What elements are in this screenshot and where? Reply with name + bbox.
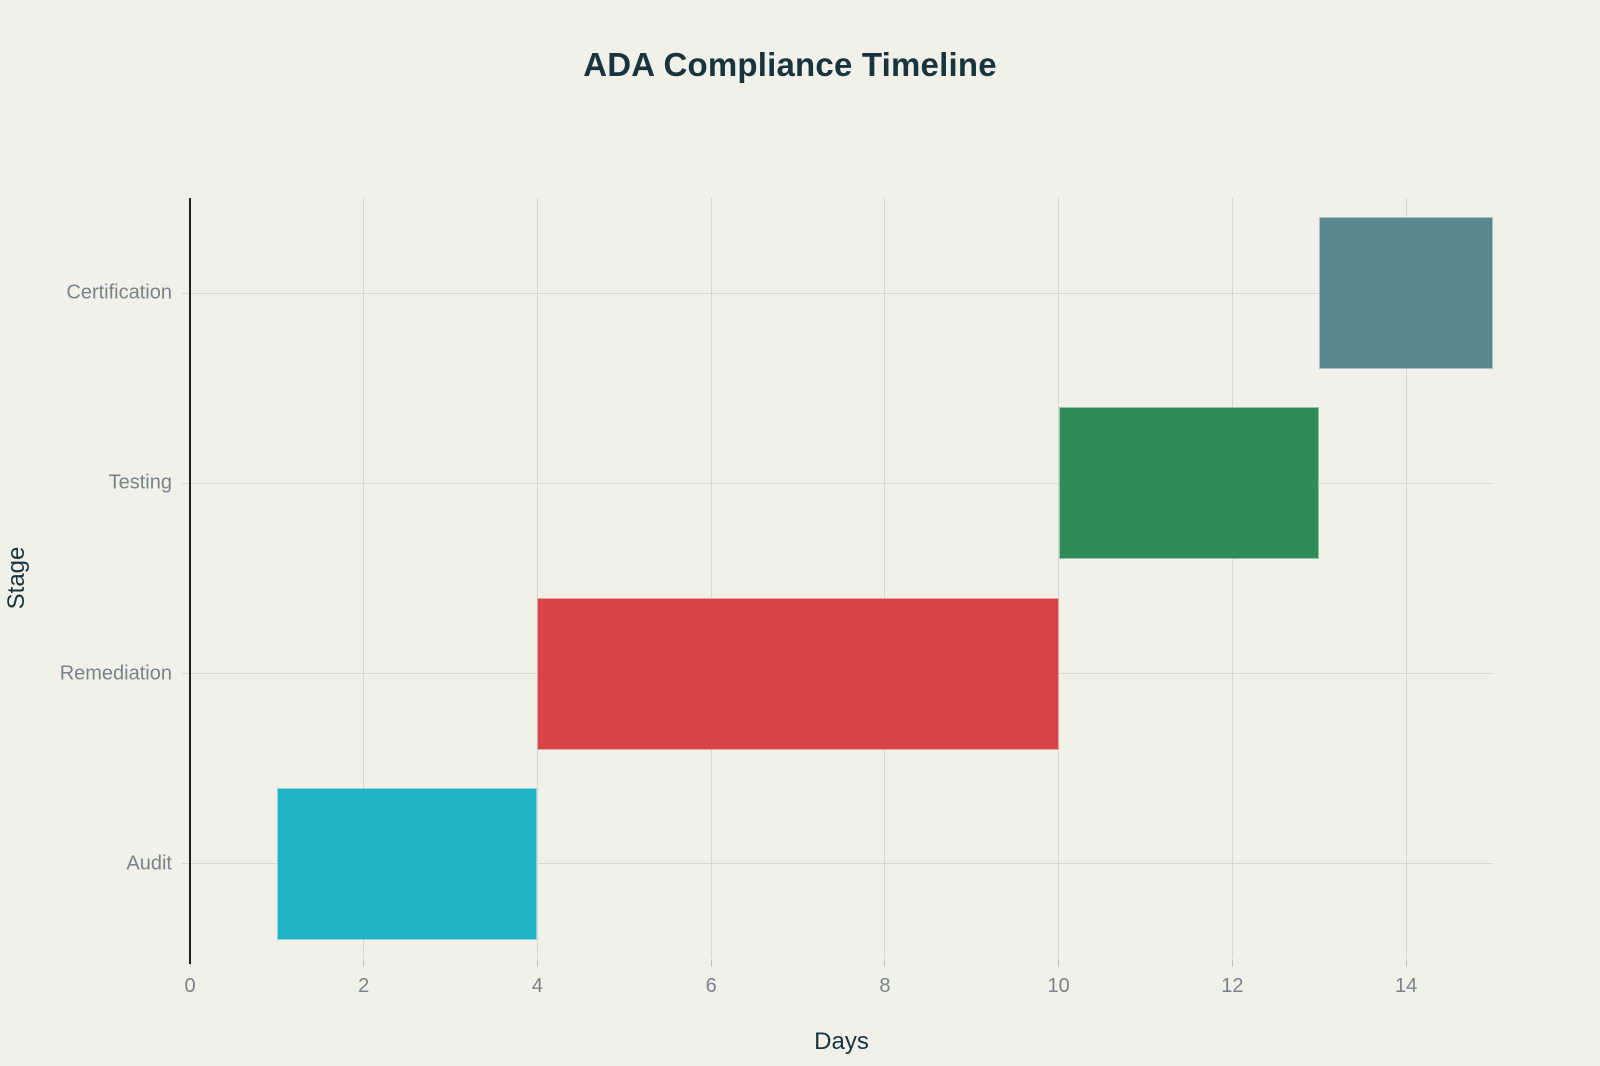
gantt-bar-testing (1058, 407, 1320, 560)
x-tick-label: 10 (1047, 975, 1070, 997)
x-tick-label: 6 (705, 975, 717, 997)
x-tick-mark (710, 960, 712, 967)
x-tick-mark (884, 960, 886, 967)
x-tick-mark (1058, 960, 1060, 967)
y-tick-label: Remediation (59, 662, 172, 685)
x-tick-label: 8 (879, 975, 891, 997)
vertical-gridline (536, 198, 538, 959)
x-axis-title: Days (814, 1028, 869, 1055)
gantt-bar-remediation (537, 597, 1059, 750)
chart-title: ADA Compliance Timeline (583, 46, 997, 83)
vertical-gridline (710, 198, 712, 959)
gantt-bar-audit (276, 787, 538, 940)
y-axis-line (189, 198, 191, 964)
vertical-gridline (363, 198, 365, 959)
y-tick-label: Testing (108, 471, 172, 494)
vertical-gridline (884, 198, 886, 959)
x-tick-mark (1231, 960, 1233, 967)
y-axis-title: Stage (3, 546, 30, 610)
plot-area: 0 2 4 6 8 10 12 14 Certification Testing Remediati… (60, 198, 1493, 997)
horizontal-gridline (182, 292, 1493, 294)
x-tick-label: 12 (1221, 975, 1244, 997)
y-tick-label: Audit (126, 852, 172, 875)
y-tick-label: Certification (66, 281, 172, 304)
x-tick-label: 0 (184, 975, 196, 997)
x-tick-label: 4 (531, 975, 544, 997)
vertical-gridline (1231, 198, 1233, 959)
x-tick-label: 2 (358, 975, 370, 997)
gantt-bar-certification (1319, 217, 1493, 370)
horizontal-gridline (182, 482, 1493, 484)
horizontal-gridline (182, 863, 1493, 865)
x-tick-mark (536, 960, 538, 967)
x-tick-mark (1405, 960, 1407, 967)
vertical-gridline (1058, 198, 1060, 959)
x-tick-mark (363, 960, 365, 967)
vertical-gridline (1405, 198, 1407, 959)
x-tick-label: 14 (1395, 975, 1418, 997)
